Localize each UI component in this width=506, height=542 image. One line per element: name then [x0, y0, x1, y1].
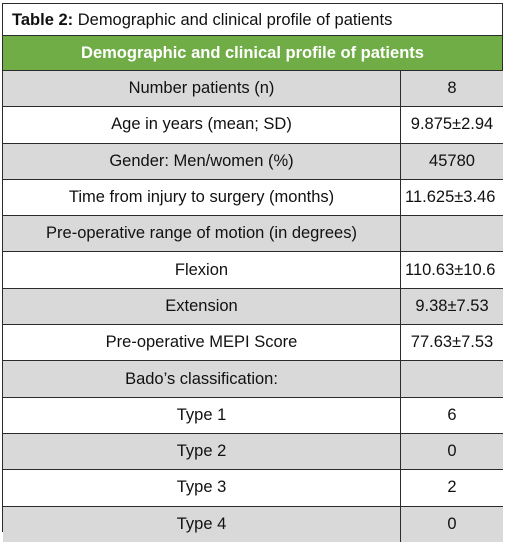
table-row: Time from injury to surgery (months) 11.… — [3, 179, 503, 217]
table-row: Type 4 0 — [3, 506, 503, 542]
row-value: 110.63±10.6 — [400, 251, 503, 289]
table-row: Number patients (n) 8 — [3, 71, 503, 108]
row-value: 8 — [400, 71, 503, 108]
row-value: 6 — [400, 397, 503, 434]
table-row: Pre-operative range of motion (in degree… — [3, 215, 503, 253]
row-label: Gender: Men/women (%) — [3, 143, 401, 180]
table-row: Bado’s classification: — [3, 360, 503, 398]
table-row: Type 2 0 — [3, 433, 503, 471]
row-label: Number patients (n) — [3, 71, 401, 108]
row-value — [400, 215, 503, 253]
table-header: Demographic and clinical profile of pati… — [3, 36, 502, 71]
row-value: 0 — [400, 433, 503, 471]
row-value: 45780 — [400, 143, 503, 180]
row-value: 11.625±3.46 — [400, 179, 503, 217]
row-value: 0 — [400, 506, 503, 542]
table-row: Flexion 110.63±10.6 — [3, 251, 503, 289]
table-row: Age in years (mean; SD) 9.875±2.94 — [3, 106, 503, 144]
row-value: 77.63±7.53 — [400, 324, 503, 362]
row-label: Age in years (mean; SD) — [3, 106, 401, 144]
row-label: Type 1 — [3, 397, 401, 434]
caption-text: Demographic and clinical profile of pati… — [73, 11, 393, 29]
table-row: Pre-operative MEPI Score 77.63±7.53 — [3, 324, 503, 362]
row-value: 9.875±2.94 — [400, 106, 503, 144]
row-label: Pre-operative MEPI Score — [3, 324, 401, 362]
table-frame: Table 2: Demographic and clinical profil… — [2, 3, 503, 542]
table-row: Type 1 6 — [3, 397, 503, 434]
caption-prefix: Table 2: — [12, 11, 74, 29]
table-caption: Table 2: Demographic and clinical profil… — [3, 4, 502, 36]
row-label: Time from injury to surgery (months) — [3, 179, 401, 217]
row-label: Type 2 — [3, 433, 401, 471]
table-row: Type 3 2 — [3, 469, 503, 507]
profile-table: Number patients (n) 8 Age in years (mean… — [3, 71, 503, 542]
row-label: Type 4 — [3, 506, 401, 542]
table-row: Gender: Men/women (%) 45780 — [3, 143, 503, 180]
row-label: Bado’s classification: — [3, 360, 401, 398]
row-value: 2 — [400, 469, 503, 507]
row-label: Type 3 — [3, 469, 401, 507]
row-value: 9.38±7.53 — [400, 288, 503, 326]
table-row: Extension 9.38±7.53 — [3, 288, 503, 326]
row-label: Flexion — [3, 251, 401, 289]
row-label: Pre-operative range of motion (in degree… — [3, 215, 401, 253]
row-label: Extension — [3, 288, 401, 326]
row-value — [400, 360, 503, 398]
